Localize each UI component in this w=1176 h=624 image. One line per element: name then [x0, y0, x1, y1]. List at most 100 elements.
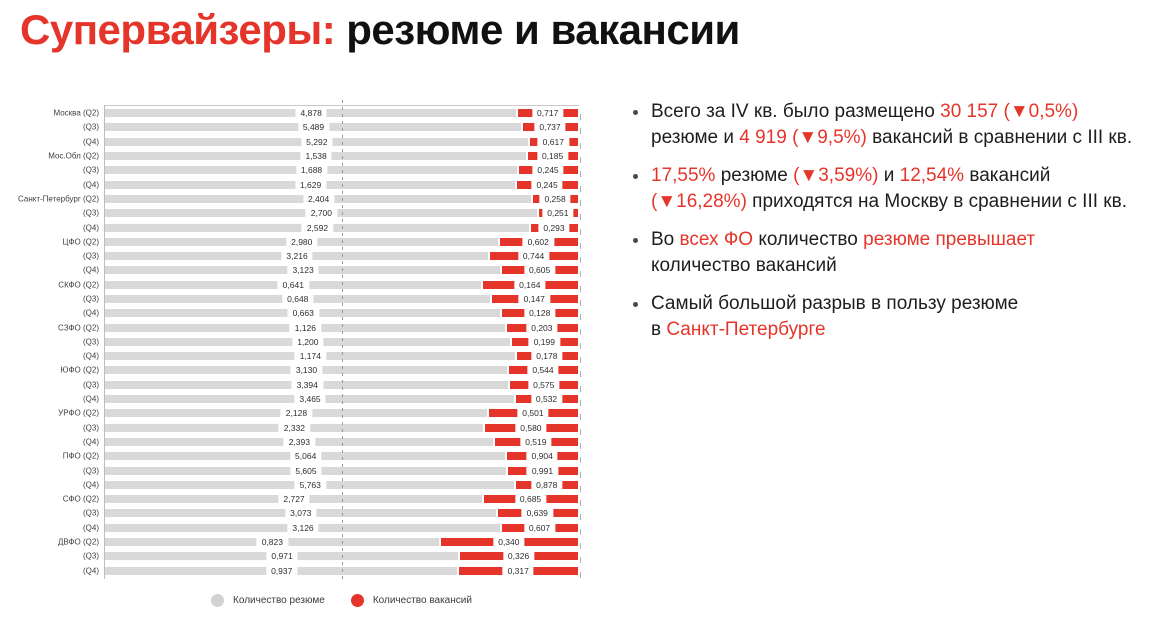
legend-label-vacancies: Количество вакансий [372, 595, 472, 606]
bullet-highlight: (▼16,28%) [651, 191, 747, 212]
bullet-highlight: 12,54% [899, 165, 965, 186]
bullet-plain-text: резюме и [651, 127, 734, 148]
bullet-plain-text: количество [753, 229, 864, 250]
vacancies-value-label: 0,203 [526, 321, 558, 334]
row-label: (Q4) [83, 265, 99, 275]
vacancies-value-label: 0,685 [514, 493, 547, 506]
vacancies-value-label: 0,744 [517, 250, 550, 263]
chart-row: (Q3) 1,200 0,199 [0, 335, 581, 349]
insights-panel: Всего за IV кв. было размещено 30 157 (▼… [633, 99, 1170, 355]
chart-row: (Q4) 3,126 0,607 [0, 521, 581, 535]
row-track: 1,126 0,203 [105, 321, 581, 335]
row-label: ПФО (Q2) [62, 451, 99, 461]
row-track: 1,688 0,245 [105, 164, 581, 178]
bullet-highlight: 30 157 (▼0,5%) [940, 101, 1079, 122]
row-track: 5,489 0,737 [105, 121, 581, 135]
bullet-highlight: Санкт-Петербурге [666, 319, 826, 340]
resumes-dot-icon [211, 594, 225, 607]
chart-row: (Q4) 0,937 0,317 [0, 564, 581, 578]
bullet-plain-text: Во [651, 229, 680, 250]
title-highlight: Супервайзеры: [20, 6, 336, 53]
right-axis-tick [580, 471, 581, 478]
bullet-marker-icon [633, 174, 638, 179]
right-axis-tick [580, 128, 581, 135]
chart-row: (Q3) 1,688 0,245 [0, 163, 581, 178]
chart-row: (Q3) 5,489 0,737 [0, 120, 581, 135]
row-label: Санкт-Петербург (Q2) [18, 194, 99, 204]
bullet-plain-text: Всего за IV кв. было размещено [651, 101, 941, 122]
row-label: УРФО (Q2) [58, 408, 99, 418]
chart-row: (Q4) 2,592 0,293 [0, 220, 581, 235]
resumes-value-label: 0,823 [256, 536, 288, 549]
bullet-marker-icon [633, 110, 638, 115]
row-label: (Q4) [83, 523, 99, 533]
right-axis-tick [580, 500, 581, 507]
row-track: 2,727 0,685 [105, 493, 581, 507]
vacancies-value-label: 0,878 [531, 478, 563, 491]
resumes-value-label: 3,130 [290, 364, 323, 377]
bullet-item: 17,55% резюме (▼3,59%) и 12,54% вакансий… [633, 163, 1170, 215]
right-axis-tick [580, 528, 581, 535]
resumes-value-label: 2,592 [301, 221, 334, 234]
right-axis-tick [580, 457, 581, 464]
vacancies-value-label: 0,251 [542, 207, 574, 220]
bullet-plain-text: Самый большой разрыв в пользу резюме в [651, 293, 1019, 340]
row-track: 0,663 0,128 [105, 307, 581, 321]
bullet-highlight: 17,55% [651, 165, 716, 186]
bullet-plain-text: и [878, 165, 900, 186]
row-label: (Q3) [83, 208, 99, 218]
row-track: 2,128 0,501 [105, 407, 581, 421]
chart-row: (Q4) 0,663 0,128 [0, 306, 581, 321]
bullet-plain-text: количество вакансий [651, 255, 837, 276]
row-track: 1,200 0,199 [105, 335, 581, 349]
resumes-value-label: 2,404 [302, 192, 335, 205]
plot-left-axis [104, 105, 105, 579]
resumes-value-label: 3,465 [294, 393, 326, 406]
row-track: 1,538 0,185 [105, 150, 581, 164]
row-track: 5,064 0,904 [105, 450, 581, 464]
right-axis-tick [580, 543, 581, 550]
chart-row: ЦФО (Q2) 2,980 0,602 [0, 235, 581, 249]
right-axis-tick [580, 228, 581, 235]
right-axis-tick [580, 114, 581, 121]
resumes-value-label: 5,763 [294, 478, 326, 491]
row-track: 0,971 0,326 [105, 550, 581, 564]
vacancies-value-label: 0,904 [526, 450, 558, 463]
row-track: 2,700 0,251 [105, 207, 581, 221]
vacancies-value-label: 0,245 [532, 164, 564, 177]
row-track: 1,629 0,245 [105, 178, 581, 192]
chart-row: СКФО (Q2) 0,641 0,164 [0, 278, 581, 292]
row-track: 0,937 0,317 [105, 564, 581, 578]
right-axis-tick [580, 442, 581, 449]
chart-row: СФО (Q2) 2,727 0,685 [0, 492, 581, 507]
vacancies-value-label: 0,178 [531, 350, 563, 363]
resumes-value-label: 5,605 [290, 464, 322, 477]
row-track: 3,130 0,544 [105, 364, 581, 378]
right-axis-tick [580, 357, 581, 364]
row-track: 0,823 0,340 [105, 536, 581, 550]
right-axis-tick [580, 328, 581, 335]
vacancies-value-label: 0,147 [518, 293, 550, 305]
chart-row: (Q3) 3,073 0,639 [0, 506, 581, 521]
vacancies-value-label: 0,258 [539, 192, 571, 205]
chart-row: (Q4) 3,465 0,532 [0, 392, 581, 407]
chart-row: (Q3) 0,648 0,147 [0, 292, 581, 306]
row-label: (Q3) [83, 551, 99, 561]
chart-row: (Q4) 2,393 0,519 [0, 435, 581, 449]
vacancies-value-label: 0,575 [528, 378, 560, 391]
resumes-value-label: 2,393 [283, 435, 315, 448]
vacancies-value-label: 0,605 [523, 264, 556, 277]
chart-row: (Q3) 5,605 0,991 [0, 463, 581, 478]
page-title: Супервайзеры: резюме и вакансии [20, 6, 740, 54]
right-axis-tick [580, 242, 581, 249]
row-track: 2,980 0,602 [105, 235, 581, 249]
row-label: (Q4) [83, 566, 99, 576]
legend-label-resumes: Количество резюме [233, 595, 325, 606]
bullet-item: Во всех ФО количество резюме превышает к… [633, 227, 1170, 279]
resumes-value-label: 5,292 [301, 135, 333, 148]
vacancies-value-label: 0,317 [502, 564, 534, 577]
resumes-value-label: 1,688 [295, 164, 328, 177]
row-label: (Q3) [83, 294, 99, 304]
row-label: (Q4) [83, 137, 99, 147]
chart-row: (Q3) 3,216 0,744 [0, 249, 581, 264]
